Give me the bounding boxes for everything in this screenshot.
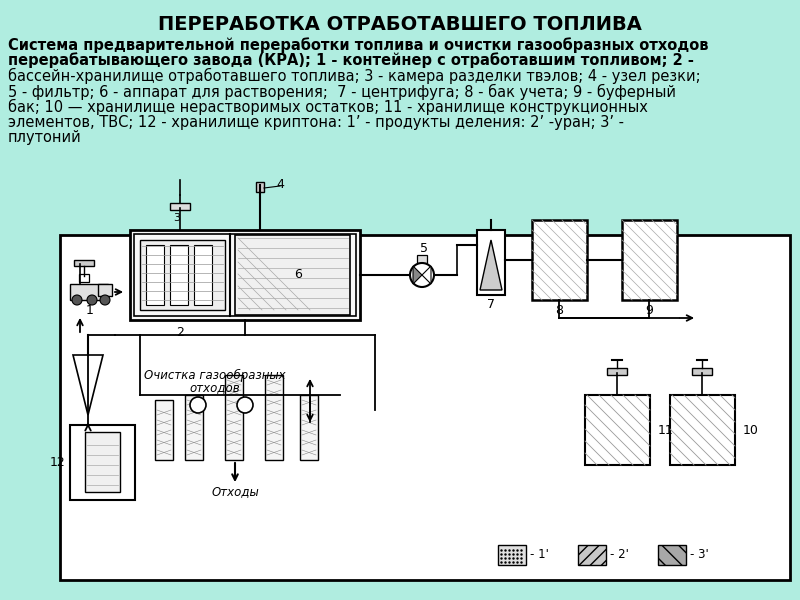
Text: 11: 11 <box>658 424 674 437</box>
Bar <box>417 255 427 263</box>
Bar <box>578 545 606 565</box>
Polygon shape <box>73 355 103 415</box>
Text: бак; 10 — хранилище нерастворимых остатков; 11 - хранилище конструкционных: бак; 10 — хранилище нерастворимых остатк… <box>8 99 648 115</box>
Text: 4: 4 <box>276 178 284 191</box>
Bar <box>140 240 225 310</box>
Bar <box>300 395 318 460</box>
Circle shape <box>190 397 206 413</box>
Text: бассейн-хранилище отработавшего топлива; 3 - камера разделки твэлов; 4 - узел ре: бассейн-хранилище отработавшего топлива;… <box>8 68 701 84</box>
Bar <box>670 395 735 465</box>
Polygon shape <box>413 266 422 284</box>
Circle shape <box>87 295 97 305</box>
Bar <box>74 260 94 266</box>
Polygon shape <box>480 240 502 290</box>
Bar <box>134 234 356 316</box>
Bar <box>692 368 712 375</box>
Circle shape <box>237 397 253 413</box>
Bar <box>194 245 212 305</box>
Bar <box>60 235 790 580</box>
Bar <box>70 284 108 300</box>
Text: - 2': - 2' <box>610 548 629 562</box>
Circle shape <box>72 295 82 305</box>
Bar <box>170 203 190 210</box>
Text: 5 - фильтр; 6 - аппарат для растворения;  7 - центрифуга; 8 - бак учета; 9 - буф: 5 - фильтр; 6 - аппарат для растворения;… <box>8 83 676 100</box>
Circle shape <box>410 263 434 287</box>
Bar <box>256 182 264 192</box>
Text: Отходы: Отходы <box>211 485 259 499</box>
Text: 9: 9 <box>645 304 653 317</box>
Bar <box>146 245 164 305</box>
Text: 2: 2 <box>176 325 184 338</box>
Bar <box>265 375 283 460</box>
Bar <box>130 230 360 320</box>
Text: 1: 1 <box>86 304 94 317</box>
Text: плутоний: плутоний <box>8 130 82 145</box>
Text: элементов, ТВС; 12 - хранилище криптона: 1’ - продукты деления: 2’ -уран; 3’ -: элементов, ТВС; 12 - хранилище криптона:… <box>8 115 624 130</box>
Circle shape <box>100 295 110 305</box>
Text: 5: 5 <box>420 242 428 256</box>
Bar <box>185 395 203 460</box>
Text: - 3': - 3' <box>690 548 709 562</box>
Text: 7: 7 <box>487 298 495 311</box>
Bar <box>585 395 650 465</box>
Text: Очистка газообразных: Очистка газообразных <box>144 368 286 382</box>
Bar <box>155 400 173 460</box>
Bar <box>70 425 135 500</box>
Bar <box>235 235 350 315</box>
Text: 10: 10 <box>743 424 759 437</box>
Text: 6: 6 <box>294 269 302 281</box>
Text: 12: 12 <box>50 457 65 469</box>
Text: - 1': - 1' <box>530 548 549 562</box>
Bar <box>607 368 627 375</box>
Bar <box>622 220 677 300</box>
Text: Система предварительной переработки топлива и очистки газообразных отходов: Система предварительной переработки топл… <box>8 37 709 53</box>
Bar <box>98 284 112 296</box>
Bar <box>477 230 505 295</box>
Bar <box>532 220 587 300</box>
Bar <box>658 545 686 565</box>
Bar <box>498 545 526 565</box>
Bar <box>170 245 188 305</box>
Text: ПЕРЕРАБОТКА ОТРАБОТАВШЕГО ТОПЛИВА: ПЕРЕРАБОТКА ОТРАБОТАВШЕГО ТОПЛИВА <box>158 15 642 34</box>
Text: перерабатывающего завода (КРА); 1 - контейнер с отработавшим топливом; 2 -: перерабатывающего завода (КРА); 1 - конт… <box>8 52 694 68</box>
Text: 8: 8 <box>555 304 563 317</box>
Bar <box>225 375 243 460</box>
Bar <box>85 432 120 492</box>
Bar <box>79 274 89 282</box>
Text: 3: 3 <box>173 213 180 223</box>
Polygon shape <box>422 266 431 284</box>
Text: отходов: отходов <box>190 382 240 395</box>
